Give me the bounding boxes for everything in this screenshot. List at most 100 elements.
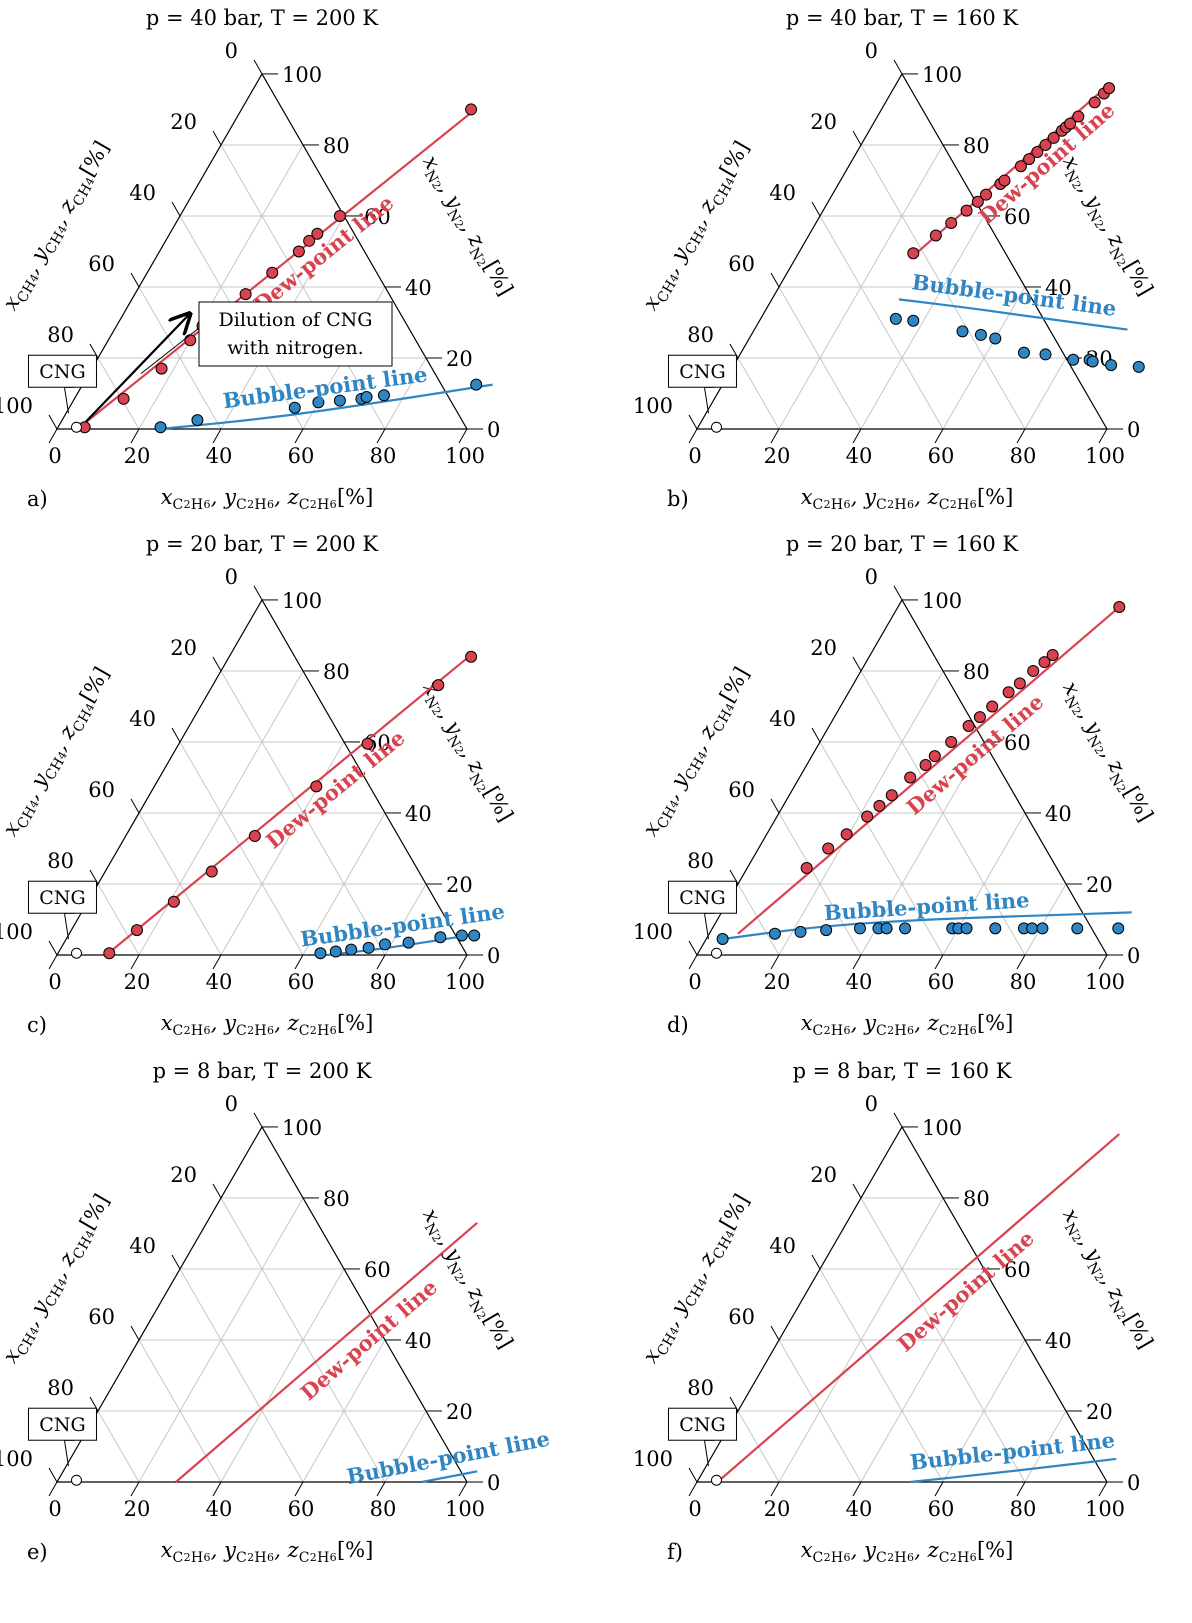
dew-point-marker <box>1023 153 1036 166</box>
left-tick-label: 60 <box>728 252 755 276</box>
axis-label-sep: , <box>851 1011 864 1035</box>
right-tick-label: 40 <box>1045 1329 1072 1353</box>
bottom-tick-label: 60 <box>928 970 955 994</box>
axis-label-sub: 2 <box>950 1024 957 1037</box>
bubble-point-marker <box>470 378 483 391</box>
axis-label-sub: C <box>173 1023 184 1039</box>
dew-point-marker <box>117 392 130 405</box>
bubble-point-marker <box>1017 346 1030 359</box>
grid-line <box>179 1268 304 1483</box>
axis-label-var: x <box>801 485 813 509</box>
axis-label-sub: C <box>299 1023 310 1039</box>
grid-line <box>384 883 427 956</box>
grid-line <box>1024 883 1067 956</box>
bubble-point-marker <box>1071 922 1084 935</box>
bottom-tick-label: 20 <box>764 970 791 994</box>
bubble-point-marker <box>1086 355 1099 368</box>
tick-mark <box>48 940 58 956</box>
axis-label-var: y <box>223 485 237 509</box>
dew-point-marker <box>861 810 874 823</box>
bubble-point-marker <box>989 332 1002 345</box>
axis-label-sub: 6 <box>907 1551 914 1564</box>
left-tick-label: 100 <box>633 394 673 418</box>
right-tick-label: 80 <box>323 1187 350 1211</box>
axis-label-sub: C <box>173 497 184 513</box>
dew-point-marker <box>167 895 180 908</box>
annotation-line-2: with nitrogen. <box>227 337 363 359</box>
bottom-tick-label: 20 <box>124 970 151 994</box>
axis-label-var: y <box>863 1011 877 1035</box>
panel-label: d) <box>667 1013 689 1037</box>
axis-label-unit: [%] <box>977 485 1013 509</box>
axis-label-sub: H <box>831 497 843 513</box>
panel-title: p = 40 bar, T = 200 K <box>146 6 379 30</box>
right-tick-label: 20 <box>1086 873 1113 897</box>
dew-point-marker <box>239 288 252 301</box>
tick-mark <box>852 1183 862 1199</box>
axis-label-sub: C <box>813 1023 824 1039</box>
dew-point-marker <box>103 947 116 960</box>
bottom-tick-label: 80 <box>370 444 397 468</box>
bottom-tick-label: 0 <box>688 1497 701 1521</box>
axis-label-sub: 2 <box>887 1024 894 1037</box>
axis-label-sub: 6 <box>843 1024 850 1037</box>
tick-mark <box>376 954 386 970</box>
axis-label-sub: C <box>173 1550 184 1566</box>
left-tick-label: 100 <box>633 1447 673 1471</box>
triangle-frame <box>695 598 1109 956</box>
grid-line <box>97 357 140 430</box>
tick-mark <box>770 798 780 814</box>
annotation-box <box>198 301 393 367</box>
dew-point-marker <box>130 924 143 937</box>
grid-line <box>860 1268 985 1483</box>
bubble-point-marker <box>899 922 912 935</box>
annotation-line-1: Dilution of CNG <box>219 309 373 331</box>
right-tick-label: 100 <box>282 1116 322 1140</box>
dew-point-marker <box>919 759 932 772</box>
dew-point-marker <box>1072 110 1085 123</box>
axis-label-sub: H <box>191 1023 203 1039</box>
left-tick-label: 100 <box>0 920 33 944</box>
panel-label: e) <box>27 1540 48 1564</box>
axis-label-sub: 6 <box>970 1024 977 1037</box>
axis-label-sub: C <box>939 1023 950 1039</box>
axis-label-sub: H <box>957 1550 969 1566</box>
dew-point-marker <box>885 789 898 802</box>
bottom-tick-label: 0 <box>48 444 61 468</box>
axis-label-unit: [%] <box>337 1011 373 1035</box>
bottom-tick-label: 60 <box>928 1497 955 1521</box>
dew-point-marker <box>266 266 279 279</box>
left-axis-label: xC H 4 , yC H 4 , zC H 4 [%] <box>638 137 758 316</box>
right-tick-label: 100 <box>922 589 962 613</box>
tick-mark <box>130 1325 140 1341</box>
axis-label-sub: 6 <box>330 1024 337 1037</box>
right-tick-label: 60 <box>1004 205 1031 229</box>
tick-mark <box>458 954 468 970</box>
left-axis-label: xC H 4 , yC H 4 , zC H 4 [%] <box>0 1190 117 1369</box>
axis-label-sub: H <box>831 1550 843 1566</box>
axis-label-sub: C <box>876 1550 887 1566</box>
dew-point-marker <box>840 828 853 841</box>
bubble-point-line <box>898 298 1128 331</box>
left-axis-label: xC H 4 , yC H 4 , zC H 4 [%] <box>638 663 758 842</box>
axis-label-sep: , <box>211 1538 224 1562</box>
tick-mark <box>1098 954 1108 970</box>
right-tick-label: 40 <box>405 276 432 300</box>
grid-line <box>819 1268 944 1483</box>
tick-mark <box>1016 954 1026 970</box>
bubble-point-marker <box>960 922 973 935</box>
dew-point-marker <box>945 735 958 748</box>
dew-point-marker <box>1046 648 1059 661</box>
bubble-point-marker <box>794 925 807 938</box>
right-tick-label: 20 <box>446 873 473 897</box>
cng-label-box <box>27 354 97 388</box>
left-tick-label: 100 <box>0 394 33 418</box>
bubble-point-marker <box>1112 922 1125 935</box>
cng-label: CNG <box>679 1414 725 1436</box>
left-tick-label: 0 <box>225 39 238 63</box>
bubble-point-marker <box>889 312 902 325</box>
axis-label-unit: [%] <box>715 1190 754 1233</box>
bottom-tick-label: 80 <box>1010 970 1037 994</box>
dew-point-marker <box>184 334 197 347</box>
